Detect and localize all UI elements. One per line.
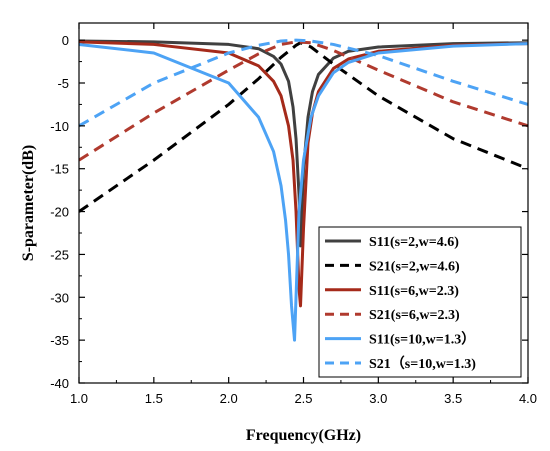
y-tick-label: 0 — [62, 33, 69, 48]
x-tick-label: 2.5 — [294, 391, 312, 406]
legend-label: S21(s=2,w=4.6) — [369, 259, 460, 274]
legend-item: S21（s=10,w=1.3) — [325, 356, 476, 372]
y-tick-label: -20 — [50, 205, 69, 220]
legend-label: S11(s=6,w=2.3) — [369, 284, 459, 299]
series-layer — [79, 38, 528, 342]
legend-item: S11(s=2,w=4.6) — [325, 235, 459, 250]
ticks-layer: 1.0 1.5 2.0 2.5 3.0 3.5 4.0 0 -5 -10 -15 -20 -25 -30 -… — [50, 23, 537, 406]
series-line-5 — [79, 42, 528, 342]
y-tick-label: -35 — [50, 333, 69, 348]
y-tick-label: -10 — [50, 119, 69, 134]
legend-label: S11(s=10,w=1.3） — [369, 332, 475, 348]
legend-label: S11(s=2,w=4.6) — [369, 235, 459, 250]
legend-label: S21(s=6,w=2.3) — [369, 308, 460, 323]
legend-item: S11(s=10,w=1.3） — [325, 332, 475, 348]
y-tick-label: -5 — [57, 76, 69, 91]
x-tick-label: 1.5 — [145, 391, 163, 406]
legend-item: S21(s=2,w=4.6) — [325, 259, 460, 274]
legend-box — [318, 226, 522, 378]
x-tick-label: 3.0 — [369, 391, 387, 406]
y-tick-label: -30 — [50, 290, 69, 305]
y-tick-label: -15 — [50, 162, 69, 177]
x-axis-title: Frequency(GHz) — [246, 427, 361, 444]
x-tick-label: 1.0 — [70, 391, 88, 406]
legend-item: S21(s=6,w=2.3) — [325, 308, 460, 323]
series-line-2 — [79, 41, 528, 213]
legend-item: S11(s=6,w=2.3) — [325, 284, 459, 299]
legend: S11(s=2,w=4.6) S21(s=2,w=4.6) S11(s=6,w=2.… — [318, 226, 522, 378]
legend-label: S21（s=10,w=1.3) — [369, 356, 476, 372]
series-line-6 — [79, 38, 528, 128]
y-tick-label: -25 — [50, 247, 69, 262]
x-tick-label: 4.0 — [519, 391, 537, 406]
series-line-4 — [79, 40, 528, 162]
x-tick-label: 2.0 — [220, 391, 238, 406]
y-axis-title: S-parameter(dB) — [20, 145, 37, 261]
x-tick-label: 3.5 — [444, 391, 462, 406]
y-tick-label: -40 — [50, 376, 69, 391]
series-line-3 — [79, 40, 528, 308]
